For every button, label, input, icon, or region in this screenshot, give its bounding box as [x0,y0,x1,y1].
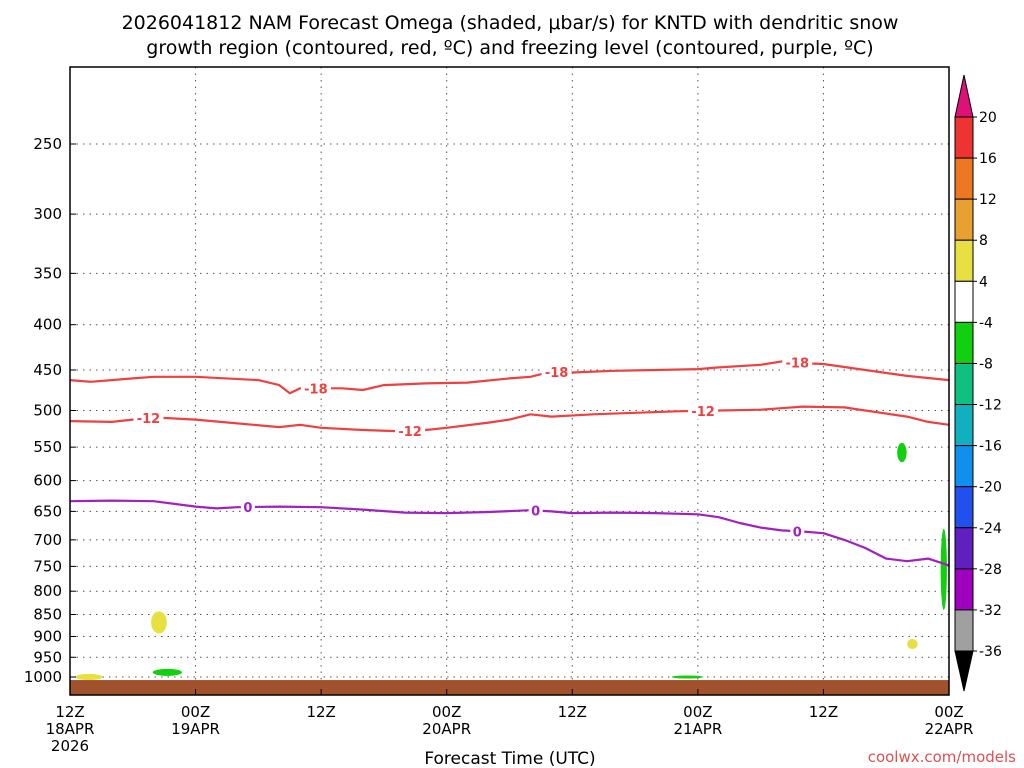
colorbar-segment [954,362,974,406]
y-tick-label: 800 [33,582,62,600]
y-tick-label: 500 [33,402,62,420]
colorbar-label: -8 [979,356,993,372]
colorbar-label: -24 [979,521,1002,537]
contour-label-bg [133,409,164,426]
colorbar: 20 16 12 8 4 -4 -8 -12 -16 -20 -24 -28 -32 -36 [954,74,1002,692]
y-tick-label: 250 [33,135,62,153]
x-tick-label: 18APR [46,720,95,738]
contour-label--18: -18 [786,357,810,372]
contour-label-0: 0 [793,525,802,540]
contour-label-bg [688,402,719,419]
colorbar-label: 20 [979,110,997,126]
omega-shaded-region [151,611,167,634]
y-tick-label: 650 [33,502,62,520]
contour-label-0: 0 [243,501,252,516]
contour-label-bg [395,423,426,440]
colorbar-label: -32 [979,603,1002,619]
y-tick-label: 1000 [24,668,62,686]
colorbar-segment [954,239,974,282]
x-tick-label: 00Z [683,703,712,721]
contour-label-bg [300,380,331,397]
colorbar-segment [954,609,974,652]
contour-label-bg [528,502,543,519]
contour-label-0: 0 [531,504,540,519]
y-tick-label: 950 [33,648,62,666]
y-tick-label: 550 [33,438,62,456]
x-tick-label: 00Z [181,703,210,721]
colorbar-segment [954,568,974,611]
omega-shaded-region [897,442,907,463]
y-tick-label: 750 [33,557,62,575]
credit-text: coolwx.com/models [868,748,1016,766]
contour-label-bg [782,354,813,371]
contour-label-bg [790,523,805,540]
y-tick-label: 900 [33,627,62,645]
x-tick-label: 12Z [306,703,335,721]
colorbar-segment [954,527,974,570]
x-tick-label: 22APR [925,720,974,738]
colorbar-label: -36 [979,644,1002,660]
colorbar-segment [954,198,974,241]
omega-shaded-region [907,639,918,650]
contour-label--18: -18 [545,366,569,381]
omega-shaded-region [152,668,182,676]
contour-line--12 [69,405,950,433]
contour-label--18: -18 [304,382,328,397]
colorbar-label: 8 [979,233,988,249]
x-tick-label: 12Z [558,703,587,721]
colorbar-top-triangle [954,74,974,118]
colorbar-label: -20 [979,480,1002,496]
y-tick-label: 700 [33,531,62,549]
chart-title-line-2: growth region (contoured, red, ºC) and f… [146,37,873,59]
colorbar-label: -12 [979,398,1002,414]
x-axis-label: Forecast Time (UTC) [424,749,595,768]
omega-shaded-region [940,528,947,610]
colorbar-label: 16 [979,151,997,167]
plot-area: -18 -18 -18 -12 -12 -12 0 0 0 [69,66,950,696]
x-tick-label: 00Z [934,703,963,721]
colorbar-label: -4 [979,315,993,331]
chart-title-line-1: 2026041812 NAM Forecast Omega (shaded, μ… [122,12,899,34]
colorbar-segment [954,157,974,200]
x-tick-label: 00Z [432,703,461,721]
plot-frame [69,66,950,696]
y-tick-label: 400 [33,316,62,334]
contour-label-bg [541,363,572,380]
colorbar-bottom-triangle [954,650,974,692]
x-tick-label: 21APR [673,720,722,738]
omega-shaded-region [671,675,704,679]
colorbar-segment [954,445,974,488]
x-tick-label: 12Z [809,703,838,721]
y-axis-ticks: 250 300 350 400 450 500 550 600 650 700 750 800 850 9… [24,135,76,686]
omega-shaded-region [75,673,103,681]
contour-label--12: -12 [691,405,715,420]
colorbar-segment [954,321,974,364]
y-tick-label: 850 [33,606,62,624]
colorbar-label: -16 [979,439,1002,455]
contour-label--12: -12 [137,412,161,427]
y-tick-label: 600 [33,472,62,490]
contour-label-bg [240,499,255,516]
x-tick-label: 12Z [55,703,84,721]
x-tick-label: 20APR [422,720,471,738]
colorbar-label: -28 [979,562,1002,578]
colorbar-segment [954,404,974,447]
y-tick-label: 300 [33,205,62,223]
y-tick-label: 350 [33,264,62,282]
colorbar-segment [954,280,974,323]
x-tick-label: 2026 [51,737,89,755]
colorbar-label: 12 [979,192,997,208]
x-tick-label: 19APR [171,720,220,738]
colorbar-label: 4 [979,274,988,290]
terrain-below-surface [70,680,949,695]
colorbar-segment [954,486,974,529]
colorbar-segment [954,116,974,159]
contour-label--12: -12 [398,425,422,440]
plot-background [70,67,949,695]
contour-line-0 [69,499,950,567]
y-tick-label: 450 [33,361,62,379]
